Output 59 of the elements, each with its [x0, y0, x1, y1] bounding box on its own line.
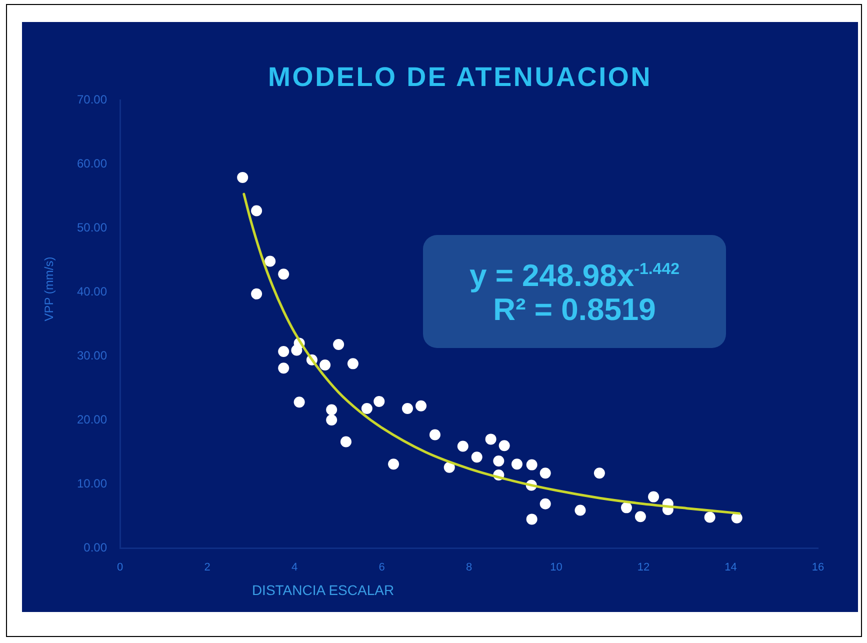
- point: [429, 429, 440, 440]
- point: [620, 502, 632, 514]
- point: [540, 498, 551, 510]
- point: [294, 396, 305, 408]
- point: [457, 440, 468, 452]
- y-tick-label: 0.00: [84, 540, 108, 554]
- point: [493, 455, 504, 466]
- point: [634, 511, 646, 522]
- x-tick-label: 4: [291, 562, 298, 574]
- chart-title: MODELO DE ATENUACION: [267, 62, 653, 93]
- point: [361, 402, 372, 414]
- point: [540, 468, 551, 479]
- point: [402, 402, 413, 414]
- y-axis-title: VPP (mm/s): [42, 256, 56, 324]
- point: [340, 436, 352, 448]
- point: [251, 288, 262, 300]
- point: [237, 172, 248, 183]
- annotation: y = 248.98x$^{-1.442}$: [468, 258, 680, 293]
- y-tick-label: 50.00: [76, 220, 108, 234]
- point: [704, 512, 716, 523]
- point: [264, 256, 276, 267]
- x-tick-label: 0: [116, 562, 124, 574]
- point: [347, 358, 358, 370]
- y-tick-label: 40.00: [76, 284, 108, 298]
- point: [498, 440, 510, 452]
- x-tick-label: 8: [466, 562, 472, 574]
- point: [278, 346, 290, 358]
- point: [333, 338, 344, 350]
- point: [574, 504, 586, 516]
- point: [326, 414, 338, 426]
- y-tick-label: 20.00: [76, 412, 108, 426]
- point: [594, 468, 605, 479]
- point: [374, 396, 385, 407]
- x-tick-label: 16: [812, 562, 824, 574]
- x-tick-label: 2: [204, 562, 210, 574]
- point: [278, 362, 290, 374]
- point: [416, 400, 427, 412]
- point: [320, 359, 331, 370]
- y-tick-label: 70.00: [76, 92, 108, 106]
- point: [511, 458, 522, 470]
- y-tick-label: 60.00: [76, 156, 108, 170]
- x-tick-label: 12: [637, 562, 650, 574]
- point: [526, 514, 538, 525]
- x-tick-label: 14: [724, 562, 737, 574]
- point: [471, 452, 482, 463]
- point: [526, 459, 538, 470]
- point: [444, 462, 455, 473]
- x-tick-label: 6: [378, 562, 385, 574]
- x-tick-label: 10: [550, 562, 562, 574]
- y-tick-label: 30.00: [76, 348, 108, 362]
- point: [485, 434, 496, 445]
- point: [648, 491, 660, 502]
- point: [278, 268, 290, 280]
- point: [326, 404, 338, 416]
- x-axis-title: DISTANCIA ESCALAR: [250, 582, 396, 598]
- point: [388, 458, 400, 470]
- annotation: R² = 0.8519: [492, 292, 657, 327]
- point: [251, 205, 262, 216]
- y-tick-label: 10.00: [76, 476, 108, 490]
